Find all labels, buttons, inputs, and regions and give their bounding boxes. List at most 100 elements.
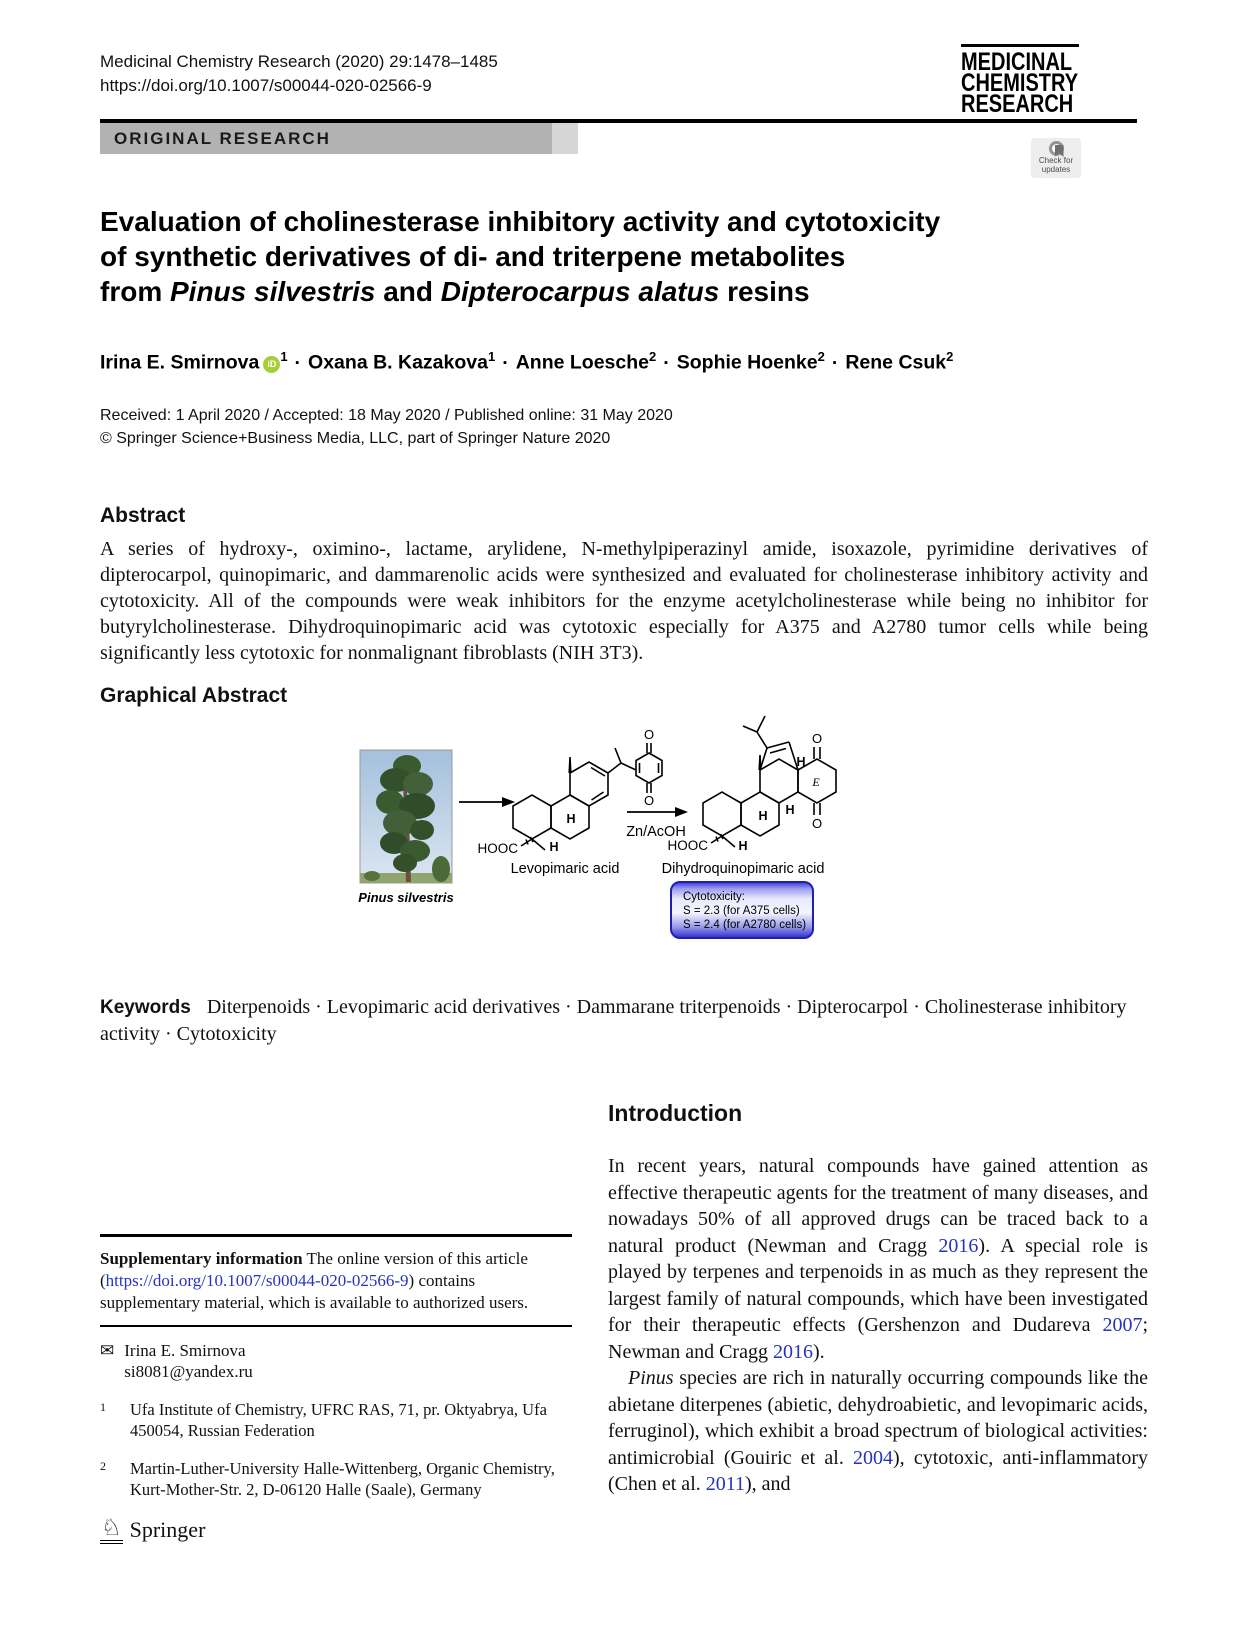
affiliation-text: Ufa Institute of Chemistry, UFRC RAS, 71… — [130, 1400, 547, 1440]
reagent-label: Zn/AcOH — [626, 824, 686, 840]
correspondence-author: Irina E. Smirnova si8081@yandex.ru — [124, 1340, 253, 1382]
body-columns: Supplementary information The online ver… — [100, 1072, 1148, 1500]
hooc-label: HOOC — [668, 838, 709, 853]
text-segment: ). A special role is played by terpenes … — [608, 1234, 1148, 1337]
title-line-1: Evaluation of cholinesterase inhibitory … — [100, 206, 941, 237]
text-segment: Dipterocarpus alatus — [440, 276, 720, 307]
abstract-text: A series of hydroxy-, oximino-, lactame,… — [100, 538, 1148, 664]
hooc-label: HOOC — [478, 841, 519, 856]
author-separator: · — [663, 351, 670, 374]
reaction-arrow-1 — [459, 797, 515, 807]
author-separator: · — [502, 351, 509, 374]
author-list: Irina E. Smirnova iD 1 · Oxana B. Kazakova1 ·… — [100, 349, 953, 375]
text-segment: ; Newman and Cragg — [608, 1314, 1148, 1363]
inline-link[interactable]: 2016 — [938, 1234, 979, 1257]
journal-logo: MEDICINAL CHEMISTRY RESEARCH — [961, 44, 1079, 117]
pine-tree-photo — [359, 749, 453, 884]
introduction-paragraph-2: Pinus species are rich in naturally occu… — [608, 1365, 1148, 1498]
h-stereo-label: H — [785, 803, 794, 817]
compound1-label: Levopimaric acid — [511, 861, 620, 877]
left-column: Supplementary information The online ver… — [100, 1072, 572, 1500]
author-separator: · — [831, 351, 839, 374]
journal-reference: Medicinal Chemistry Research (2020) 29:1… — [100, 52, 498, 71]
text-segment: Supplementary information — [100, 1249, 303, 1268]
text-segment: Pinus silvestris — [170, 276, 376, 307]
check-for-updates-label: updates — [1041, 164, 1071, 174]
affiliation-number: 2 — [100, 1459, 106, 1473]
publisher-name: Springer — [129, 1517, 206, 1542]
text-segment: Keywords — [100, 997, 191, 1018]
correspondence-name: Irina E. Smirnova — [124, 1341, 246, 1360]
article-title: Evaluation of cholinesterase inhibitory … — [100, 204, 940, 309]
inline-link[interactable]: 2004 — [853, 1446, 894, 1469]
cytotoxicity-line: Cytotoxicity: — [683, 891, 745, 903]
keywords: Keywords Diterpenoids · Levopimaric acid … — [100, 994, 1148, 1048]
check-for-updates-label: Check for — [1038, 156, 1074, 165]
text-segment: from — [100, 276, 170, 307]
text-segment: ) contains supplementary material, which… — [100, 1271, 529, 1312]
author-name: Oxana B. Kazakova — [308, 351, 488, 374]
right-column: Introduction In recent years, natural co… — [608, 1072, 1148, 1500]
introduction-heading: Introduction — [608, 1100, 743, 1126]
affiliation-1: 1 Ufa Institute of Chemistry, UFRC RAS, … — [100, 1399, 572, 1441]
graphical-abstract-svg: Pinus silvestris — [358, 715, 837, 939]
publisher-logo: ♘ Springer — [100, 1516, 205, 1544]
article-type-banner: ORIGINAL RESEARCH — [100, 123, 552, 154]
text-segment: species are rich in naturally occurring … — [608, 1367, 1148, 1469]
h-stereo-label: H — [738, 839, 747, 853]
text-segment: resins — [719, 276, 810, 307]
graphical-abstract-heading: Graphical Abstract — [100, 684, 288, 707]
affiliation-2: 2 Martin-Luther-University Halle-Wittenb… — [100, 1458, 572, 1500]
o-label: O — [812, 731, 822, 746]
orcid-icon[interactable]: iD — [263, 355, 281, 373]
correspondence-email[interactable]: si8081@yandex.ru — [124, 1362, 253, 1381]
inline-link[interactable]: 2016 — [772, 1340, 813, 1363]
text-segment: In recent years, natural compounds have … — [608, 1155, 1148, 1257]
article-type-banner-tail — [552, 123, 578, 154]
text-segment: Diterpenoids · Levopimaric acid derivati… — [100, 996, 1127, 1045]
author-name: Sophie Hoenke — [676, 351, 818, 374]
inline-link[interactable]: 2011 — [705, 1473, 746, 1495]
o-label: O — [812, 816, 822, 831]
text-segment: and — [375, 276, 441, 307]
inline-link[interactable]: 2007 — [1102, 1314, 1143, 1336]
introduction-paragraph-1: In recent years, natural compounds have … — [608, 1153, 1148, 1365]
affiliation-text: Martin-Luther-University Halle-Wittenber… — [130, 1459, 555, 1499]
graphical-abstract-figure: Pinus silvestris — [353, 710, 858, 960]
springer-knight-icon: ♘ — [100, 1516, 123, 1544]
text-segment: ), and — [745, 1473, 791, 1495]
h-stereo-label: H — [549, 840, 558, 854]
ring-e-label: E — [811, 775, 820, 789]
received-accepted-line: Received: 1 April 2020 / Accepted: 18 Ma… — [100, 407, 673, 424]
cytotoxicity-line: S = 2.4 (for A2780 cells) — [683, 919, 806, 931]
cytotoxicity-line: S = 2.3 (for A375 cells) — [683, 905, 800, 917]
check-for-updates-badge[interactable]: Check for updates — [1031, 138, 1081, 178]
author-separator: · — [294, 351, 302, 374]
o-label: O — [644, 727, 654, 742]
reaction-arrow-2 — [627, 807, 688, 817]
author-affil-sup: 1 — [280, 349, 288, 364]
abstract-heading: Abstract — [100, 504, 186, 527]
copyright-line: © Springer Science+Business Media, LLC, … — [100, 430, 611, 447]
title-line-3: from Pinus silvestris and Dipterocarpus … — [100, 274, 940, 309]
h-stereo-label: H — [566, 812, 575, 826]
inline-link[interactable]: https://doi.org/10.1007/s00044-020-02566… — [105, 1271, 409, 1290]
article-history: Received: 1 April 2020 / Accepted: 18 Ma… — [100, 404, 673, 450]
author-affil-sup: 2 — [946, 349, 954, 364]
footnote-rule — [100, 1325, 572, 1327]
correspondence-block: ✉ Irina E. Smirnova si8081@yandex.ru — [100, 1340, 572, 1382]
text-segment: ). — [812, 1340, 825, 1363]
benzoquinone-structure — [635, 743, 663, 793]
header-rule — [100, 119, 1137, 123]
crossmark-icon — [1048, 141, 1064, 157]
text-segment: ), cytotoxic, anti-inflammatory (Chen et… — [608, 1446, 1148, 1496]
doi-line: https://doi.org/10.1007/s00044-020-02566… — [100, 76, 432, 95]
author-name: Anne Loesche — [515, 351, 649, 374]
levopimaric-acid-structure — [512, 747, 637, 851]
h-stereo-label: H — [758, 809, 767, 823]
author-name: Rene Csuk — [845, 351, 947, 374]
affiliation-number: 1 — [100, 1400, 106, 1414]
cytotoxicity-box: Cytotoxicity: S = 2.3 (for A375 cells) S… — [670, 881, 814, 939]
text-segment: Pinus — [628, 1367, 674, 1389]
